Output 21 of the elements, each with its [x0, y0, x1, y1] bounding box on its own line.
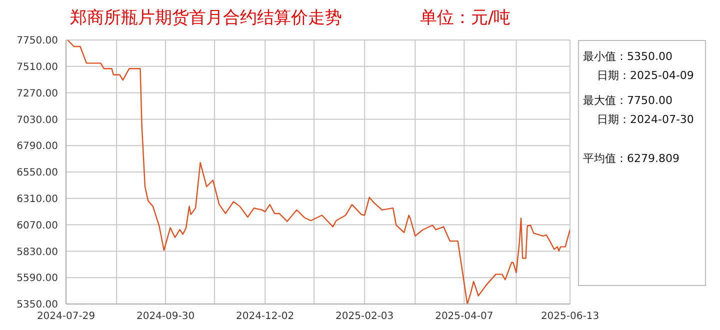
statistics-panel: 最小值：5350.00 日期：2025-04-09 最大值：7750.00 日期：2024-07-30 平均值：6279.809 [578, 40, 706, 286]
x-tick-label: 2025-04-07 [435, 311, 494, 322]
line-series [66, 40, 570, 304]
x-tick-label: 2024-09-30 [136, 311, 195, 322]
y-tick-label: 6550.00 [16, 168, 58, 179]
x-tick-label: 2024-07-29 [36, 311, 96, 322]
y-tick-label: 7030.00 [16, 114, 58, 126]
y-tick-label: 7270.00 [16, 88, 58, 100]
chart-title: 郑商所瓶片期货首月合约结算价走势 [70, 7, 342, 29]
x-tick-label: 2024-12-02 [236, 311, 294, 322]
y-tick-label: 6310.00 [16, 194, 58, 205]
y-tick-label: 7750.00 [16, 36, 58, 47]
y-tick-label: 7510.00 [16, 62, 58, 73]
y-tick-label: 6790.00 [16, 141, 58, 152]
y-tick-label: 6070.00 [16, 220, 58, 232]
chart-subtitle: 单位：元/吨 [420, 7, 511, 29]
y-tick-label: 5830.00 [16, 246, 58, 258]
y-tick-label: 5350.00 [16, 300, 58, 311]
x-tick-label: 2025-06-13 [540, 311, 600, 322]
y-tick-label: 5590.00 [16, 273, 58, 284]
x-tick-label: 2025-02-03 [336, 311, 394, 322]
